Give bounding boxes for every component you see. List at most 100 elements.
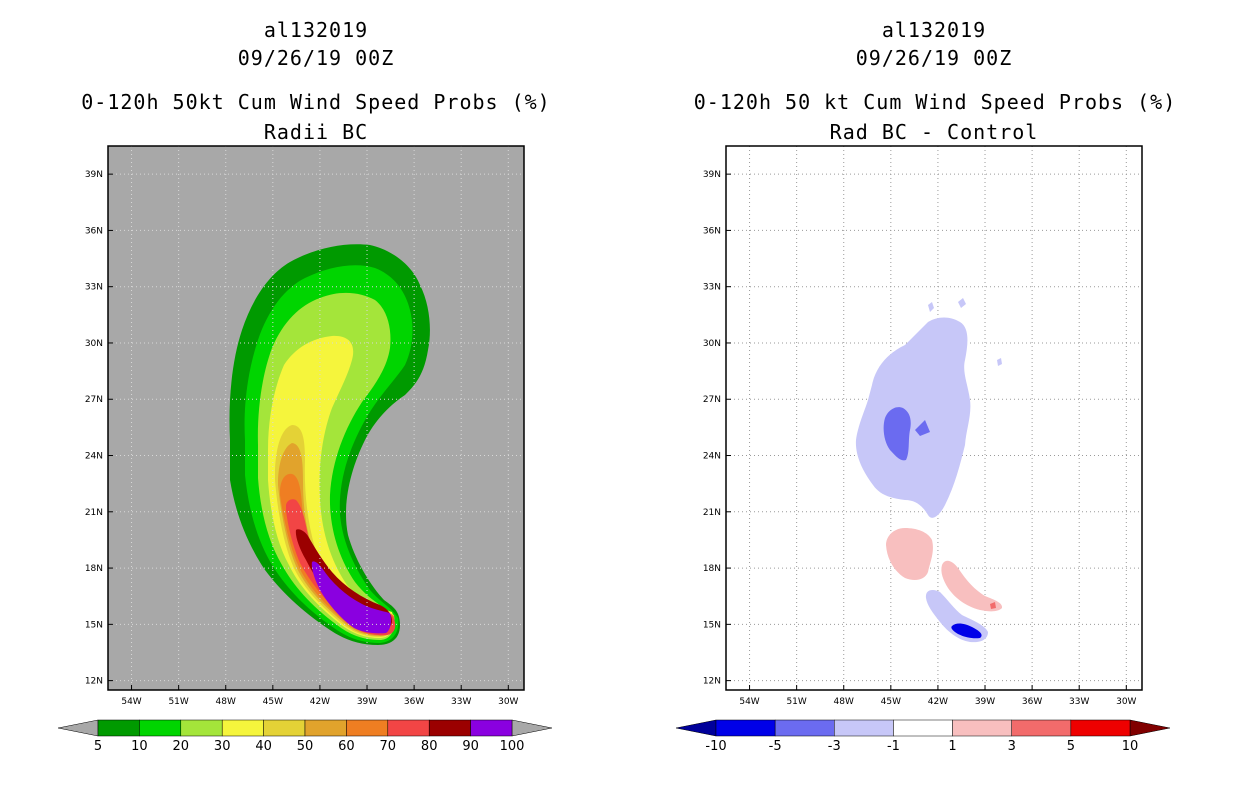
y-tick-label: 33N	[85, 283, 103, 293]
colorbar-swatch	[952, 719, 1012, 737]
x-tick-label: 36W	[404, 697, 424, 707]
left-probability-contours	[229, 244, 430, 645]
colorbar-label: -5	[769, 739, 782, 754]
diff-pos-1-lower	[941, 560, 1003, 612]
colorbar-swatch	[1011, 719, 1072, 737]
x-tick-label: 54W	[121, 697, 141, 707]
contour-40	[275, 425, 395, 637]
y-tick-label: 21N	[703, 508, 721, 518]
colorbar-label: 3	[1008, 739, 1016, 754]
colorbar-swatch	[139, 719, 182, 737]
right-colorbar: -10 -5 -3 -1 1 3 5 10	[675, 719, 1171, 754]
x-tick-label: 30W	[498, 697, 518, 707]
x-tick-label: 39W	[975, 697, 995, 707]
colorbar-swatch	[470, 719, 513, 737]
colorbar-under-arrow	[675, 719, 717, 737]
right-difference-contours	[855, 298, 1003, 643]
y-tick-label: 39N	[703, 170, 721, 180]
y-tick-label: 15N	[85, 620, 103, 630]
right-axis-ticks: 54W 51W 48W 45W 42W 39W 36W 33W 30W 39N 36N 33N 30N 2…	[703, 170, 1137, 707]
colorbar-swatch	[428, 719, 471, 737]
x-tick-label: 48W	[216, 697, 236, 707]
x-tick-label: 30W	[1116, 697, 1136, 707]
colorbar-swatch	[774, 719, 835, 737]
diff-neg-3-dot-c	[997, 358, 1002, 366]
left-storm-id: al132019	[263, 18, 369, 42]
colorbar-label: 5	[94, 739, 102, 754]
colorbar-swatch	[715, 719, 776, 737]
diff-pos-3-dot	[990, 602, 996, 609]
colorbar-label: 20	[173, 739, 190, 754]
colorbar-label: -3	[828, 739, 841, 754]
left-axis-ticks: 54W 51W 48W 45W 42W 39W 36W 33W 30W 39N 36N 33N 30N 2…	[85, 170, 519, 707]
diff-neg-3-dot-b	[958, 298, 966, 308]
colorbar-label: 60	[338, 739, 355, 754]
y-tick-label: 27N	[703, 395, 721, 405]
x-tick-label: 33W	[1069, 697, 1089, 707]
right-date: 09/26/19 00Z	[855, 46, 1013, 70]
colorbar-label: 70	[380, 739, 397, 754]
y-tick-label: 12N	[703, 677, 721, 687]
left-map-frame	[107, 145, 525, 691]
left-colorbar: 5 10 20 30 40 50 60 70 80 90 100	[57, 719, 553, 754]
left-date: 09/26/19 00Z	[237, 46, 395, 70]
colorbar-under-arrow	[57, 719, 99, 737]
x-tick-label: 51W	[168, 697, 188, 707]
colorbar-label: 80	[421, 739, 438, 754]
right-map-panel: 54W 51W 48W 45W 42W 39W 36W 33W 30W 39N 36N 33N 30N 2…	[703, 145, 1143, 707]
diff-neg-5-blob	[883, 407, 911, 461]
colorbar-label: 1	[948, 739, 956, 754]
y-tick-label: 21N	[85, 508, 103, 518]
colorbar-label: -10	[705, 739, 726, 754]
y-tick-label: 39N	[85, 170, 103, 180]
right-chart-subtitle: Rad BC - Control	[829, 120, 1039, 144]
right-map-frame	[725, 145, 1143, 691]
colorbar-swatch	[97, 719, 140, 737]
x-tick-label: 42W	[928, 697, 948, 707]
y-tick-label: 27N	[85, 395, 103, 405]
colorbar-label: 100	[500, 739, 525, 754]
colorbar-label: 40	[255, 739, 272, 754]
y-tick-label: 36N	[703, 226, 721, 236]
colorbar-swatch	[1070, 719, 1131, 737]
diff-neg-3-large	[855, 317, 971, 518]
colorbar-swatch	[221, 719, 264, 737]
x-tick-label: 48W	[834, 697, 854, 707]
y-tick-label: 18N	[85, 564, 103, 574]
x-tick-label: 45W	[881, 697, 901, 707]
y-tick-label: 24N	[85, 452, 103, 462]
colorbar-swatch	[263, 719, 306, 737]
x-tick-label: 45W	[263, 697, 283, 707]
colorbar-swatch	[893, 719, 953, 737]
diff-pos-1-upper	[886, 528, 933, 580]
x-tick-label: 54W	[739, 697, 759, 707]
y-tick-label: 36N	[85, 226, 103, 236]
left-chart-subtitle: Radii BC	[263, 120, 369, 144]
diff-neg-3-dot-a	[928, 302, 934, 312]
x-tick-label: 39W	[357, 697, 377, 707]
diff-neg-10-core	[951, 623, 982, 639]
x-tick-label: 33W	[451, 697, 471, 707]
colorbar-swatch	[834, 719, 894, 737]
colorbar-label: 10	[1122, 739, 1139, 754]
colorbar-over-arrow	[1129, 719, 1171, 737]
x-tick-label: 51W	[786, 697, 806, 707]
y-tick-label: 30N	[703, 339, 721, 349]
contour-80	[295, 529, 392, 632]
colorbar-swatch	[346, 719, 389, 737]
colorbar-label: 30	[214, 739, 231, 754]
right-chart-title: 0-120h 50 kt Cum Wind Speed Probs (%)	[693, 90, 1177, 114]
left-map-panel: 54W 51W 48W 45W 42W 39W 36W 33W 30W 39N 36N 33N 30N 2…	[85, 145, 525, 707]
colorbar-label: 5	[1067, 739, 1075, 754]
x-tick-label: 42W	[310, 697, 330, 707]
colorbar-label: 50	[297, 739, 314, 754]
x-tick-label: 36W	[1022, 697, 1042, 707]
colorbar-swatch	[304, 719, 347, 737]
colorbar-over-arrow	[511, 719, 553, 737]
y-tick-label: 12N	[85, 677, 103, 687]
right-storm-id: al132019	[881, 18, 987, 42]
diff-neg-5-small	[915, 420, 930, 436]
y-tick-label: 15N	[703, 620, 721, 630]
colorbar-label: -1	[887, 739, 900, 754]
